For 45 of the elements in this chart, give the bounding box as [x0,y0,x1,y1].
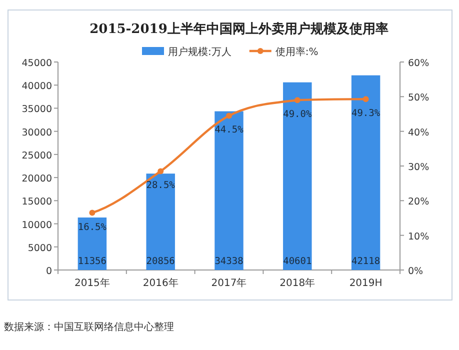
y-tick-label: 45000 [22,58,52,69]
data-label: 16.5% [78,222,107,233]
y2-tick-label: 0% [408,266,424,277]
data-label: 49.0% [283,109,312,120]
x-tick-label: 2016年 [142,277,178,289]
legend-label: 用户规模:万人 [168,46,232,58]
data-label: 44.5% [214,124,244,136]
y2-tick-label: 30% [408,162,430,173]
point [362,96,369,102]
point [226,112,232,119]
data-label: 28.5% [146,180,176,192]
y2-tick-label: 40% [408,127,430,138]
y2-tick-label: 20% [408,196,430,208]
y-tick-label: 30000 [22,127,52,138]
point [294,97,300,104]
source-note: 数据来源：中国互联网络信息中心整理 [4,321,174,333]
y2-tick-label: 10% [408,231,430,242]
y-tick-label: 20000 [22,174,52,185]
x-tick-label: 2019H [349,278,382,289]
point [89,210,96,216]
bar [214,111,244,270]
data-label: 34338 [214,256,244,267]
x-tick-label: 2015年 [74,277,110,289]
point [158,168,164,174]
y-tick-label: 5000 [28,242,52,254]
data-label: 42118 [351,256,380,267]
y-tick-label: 0 [46,266,52,277]
x-tick-label: 2018年 [280,277,316,289]
bar [146,174,175,270]
y-tick-label: 15000 [22,196,52,208]
y-tick-label: 35000 [22,104,52,116]
bar [351,75,380,270]
chart-title: 2015-2019上半年中国网上外卖用户规模及使用率 [90,21,388,37]
y2-tick-label: 50% [408,92,430,104]
data-label: 49.3% [351,108,380,120]
legend-label: 使用率:% [275,46,318,58]
y-tick-label: 10000 [22,220,52,231]
y-tick-label: 25000 [22,150,52,162]
x-tick-label: 2017年 [211,277,247,289]
data-label: 40601 [283,256,312,267]
bar [283,82,312,270]
y2-tick-label: 60% [408,58,430,69]
data-label: 11356 [78,256,107,267]
data-label: 20856 [146,256,176,267]
y-tick-label: 40000 [22,81,52,92]
